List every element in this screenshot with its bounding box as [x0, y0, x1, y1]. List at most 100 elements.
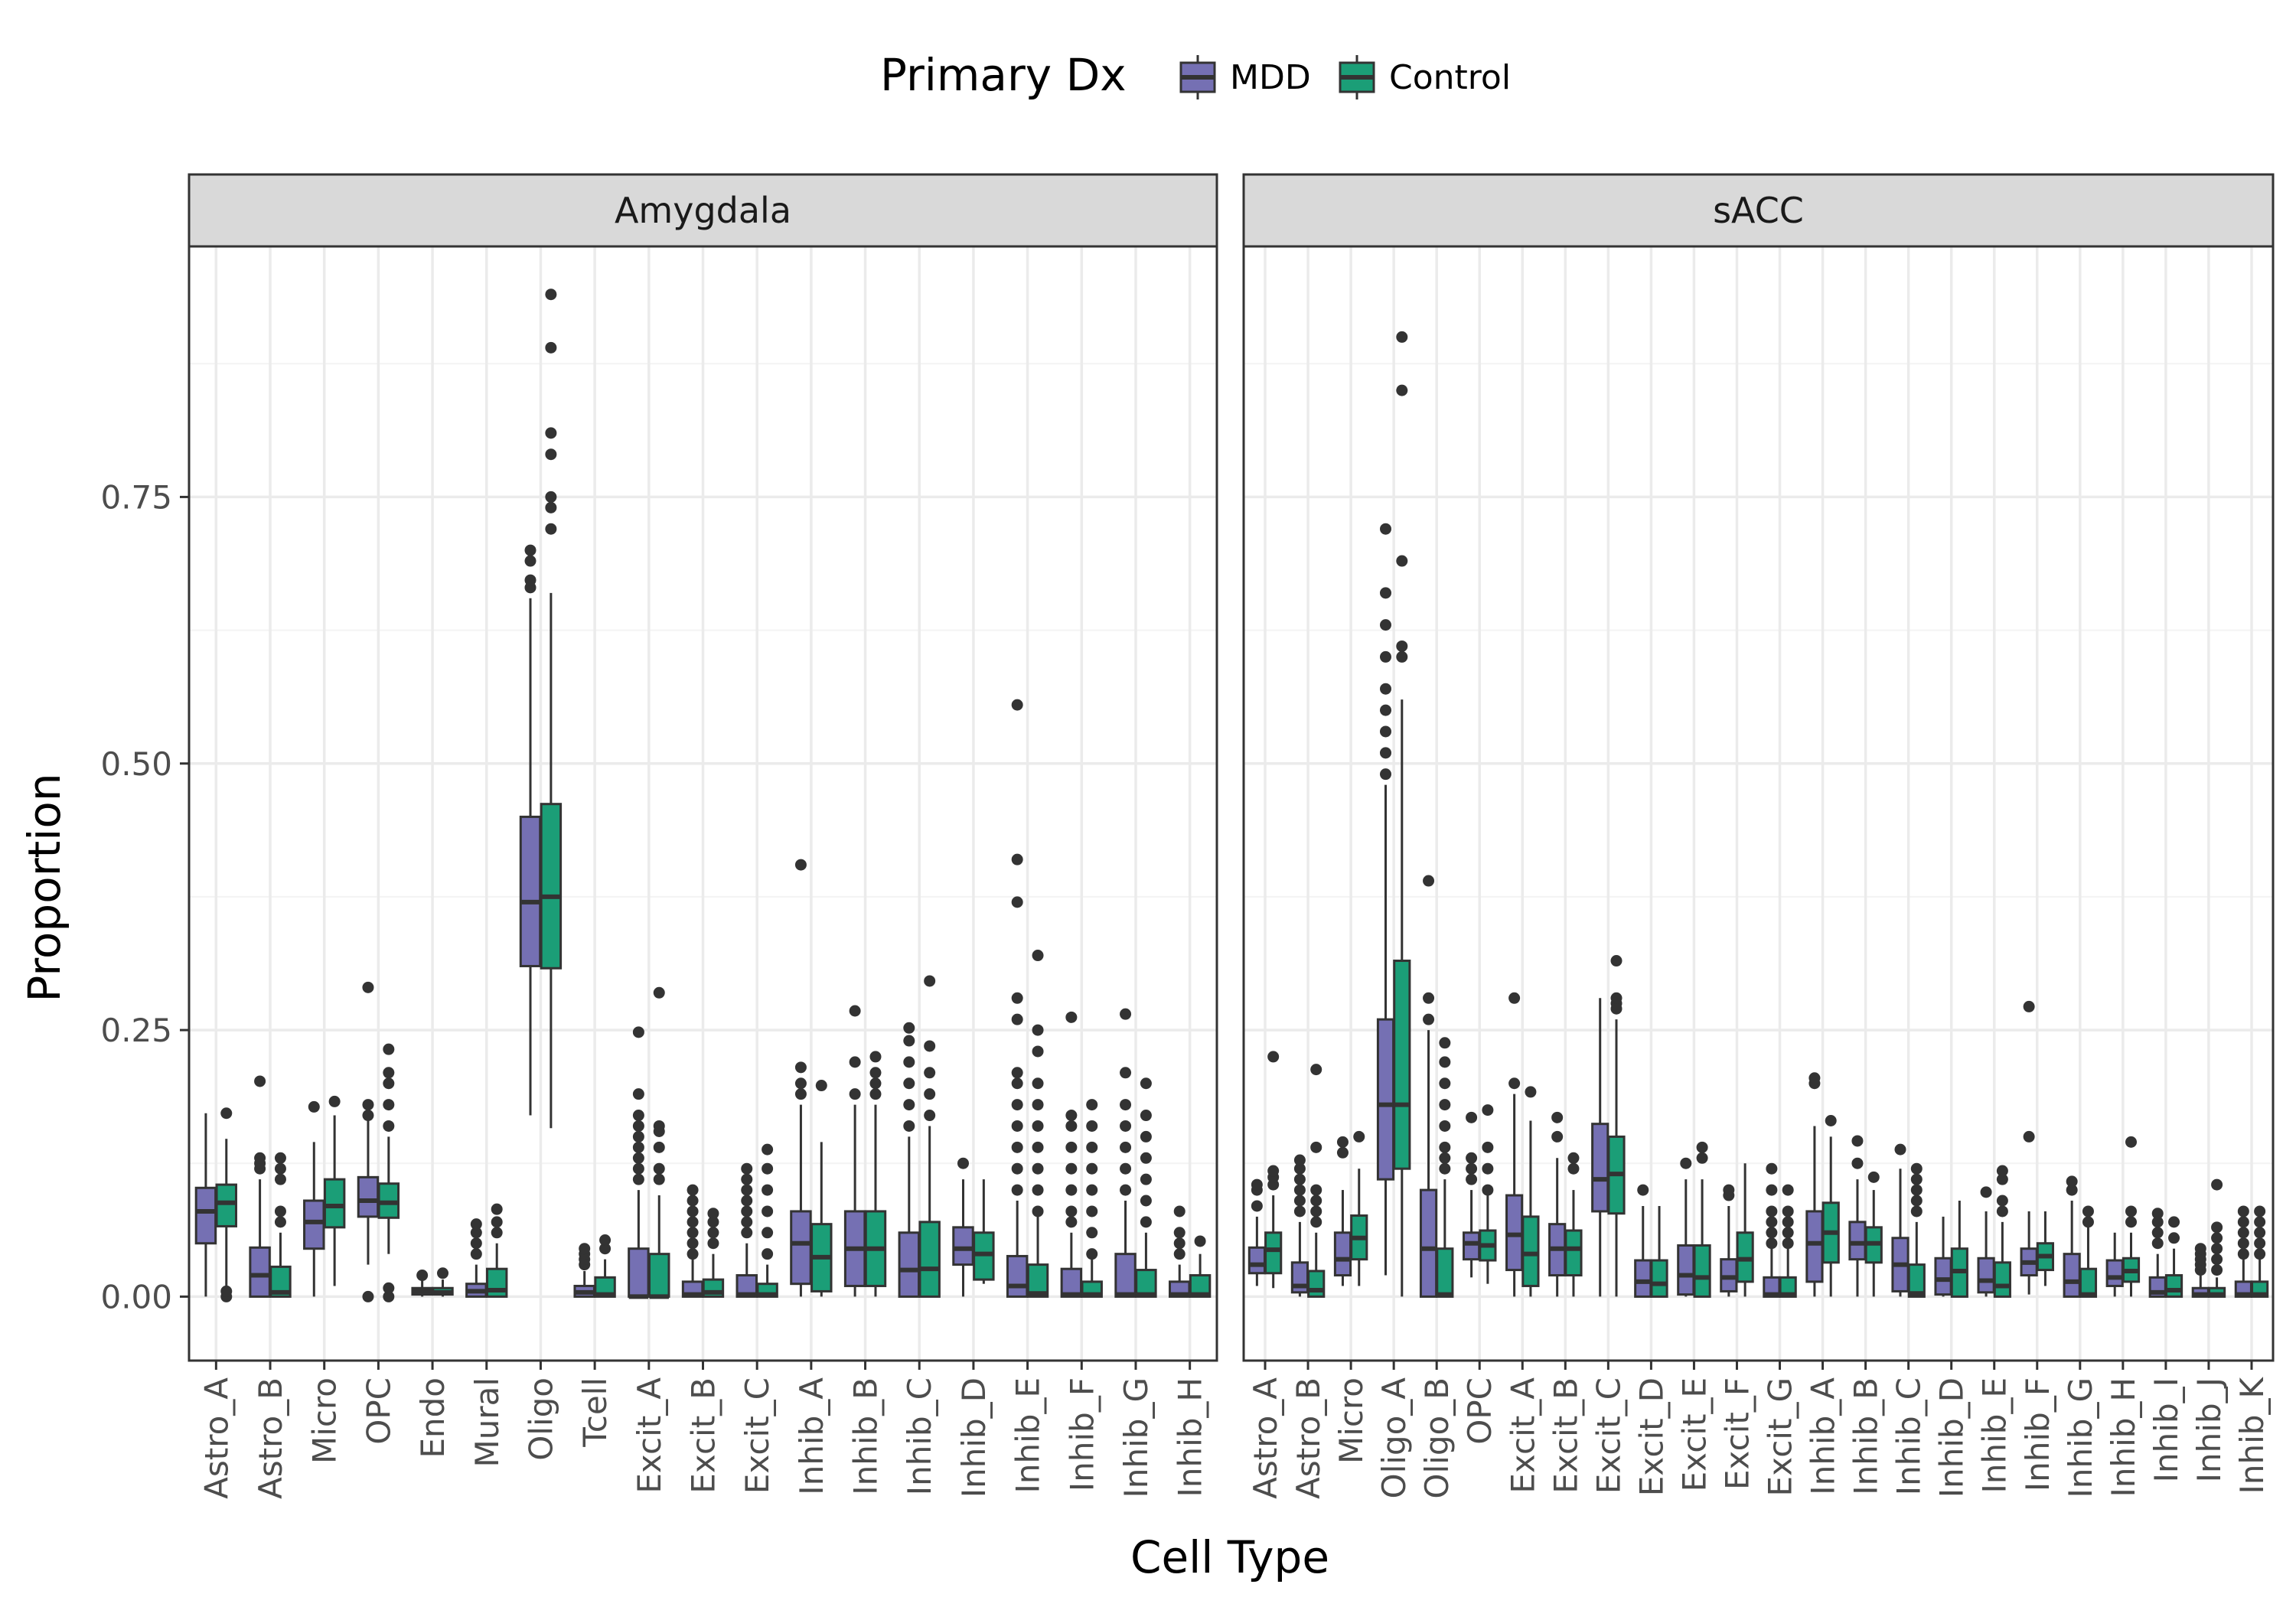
- box-opc-control: [377, 1043, 400, 1302]
- outlier-point: [1723, 1184, 1735, 1196]
- outlier-point: [1120, 1184, 1132, 1196]
- box-body: [519, 815, 542, 967]
- outlier-point: [362, 1290, 374, 1302]
- outlier-point: [1065, 1184, 1078, 1196]
- x-tick-label: Inhib_D: [1933, 1377, 1971, 1498]
- outlier-point: [1551, 1130, 1564, 1143]
- outlier-point: [545, 448, 557, 461]
- outlier-point: [1996, 1165, 2008, 1177]
- outlier-point: [1032, 1141, 1044, 1153]
- outlier-point: [1379, 523, 1391, 535]
- outlier-point: [1439, 1056, 1451, 1068]
- x-tick-label: Excit_B: [1547, 1377, 1584, 1494]
- outlier-point: [1173, 1227, 1186, 1239]
- outlier-point: [524, 574, 536, 586]
- outlier-point: [762, 1248, 774, 1260]
- box-body: [1393, 960, 1411, 1170]
- outlier-point: [762, 1184, 774, 1196]
- outlier-point: [545, 341, 557, 354]
- x-tick-label: Excit_A: [631, 1377, 668, 1494]
- outlier-point: [794, 1077, 807, 1090]
- box-inhib_k-control: [2251, 1205, 2269, 1298]
- outlier-point: [1980, 1186, 1992, 1198]
- outlier-point: [1120, 1008, 1132, 1020]
- legend-entries: MDD Control: [1179, 55, 1511, 99]
- outlier-point: [903, 1035, 915, 1047]
- outlier-point: [1173, 1237, 1186, 1250]
- x-tick-label: Inhib_K: [2233, 1377, 2271, 1495]
- x-tick-label: OPC: [1461, 1377, 1499, 1445]
- outlier-point: [383, 1120, 395, 1132]
- outlier-point: [1140, 1077, 1152, 1090]
- outlier-point: [1310, 1141, 1322, 1153]
- outlier-point: [2254, 1237, 2266, 1250]
- outlier-point: [1996, 1205, 2008, 1217]
- box-body: [1462, 1231, 1481, 1261]
- outlier-point: [1439, 1037, 1451, 1049]
- legend: Primary Dx MDD Control: [880, 49, 1511, 101]
- outlier-point: [1766, 1205, 1778, 1217]
- x-tick-label: Micro: [306, 1377, 344, 1464]
- outlier-point: [2082, 1216, 2094, 1228]
- outlier-point: [1423, 1013, 1435, 1025]
- x-tick-label: Inhib_D: [955, 1377, 993, 1498]
- outlier-point: [545, 491, 557, 503]
- outlier-point: [1610, 992, 1623, 1004]
- outlier-point: [2211, 1264, 2223, 1276]
- box-inhib_g-control: [1135, 1077, 1157, 1298]
- x-tick-label: Inhib_G: [1117, 1377, 1155, 1498]
- box-excit_d-control: [1650, 1205, 1668, 1298]
- outlier-point: [1310, 1205, 1322, 1217]
- x-tick-label: Excit_E: [1675, 1377, 1713, 1491]
- outlier-point: [1396, 331, 1408, 343]
- y-axis-title: Proportion: [18, 773, 70, 1002]
- outlier-point: [491, 1203, 503, 1215]
- outlier-point: [1379, 747, 1391, 759]
- outlier-point: [2211, 1232, 2223, 1244]
- outlier-point: [632, 1141, 644, 1153]
- x-tick-label: Tcell: [576, 1377, 614, 1448]
- outlier-point: [1696, 1152, 1708, 1164]
- outlier-point: [1423, 992, 1435, 1004]
- legend-title: Primary Dx: [880, 49, 1127, 101]
- outlier-point: [545, 501, 557, 513]
- box-inhib_g-mdd: [2063, 1175, 2081, 1298]
- box-body: [2105, 1259, 2124, 1287]
- outlier-point: [1336, 1136, 1349, 1148]
- box-mural-control: [485, 1203, 508, 1298]
- box-inhib_f-control: [2036, 1211, 2055, 1286]
- box-inhib_b-mdd: [1848, 1135, 1867, 1297]
- outlier-point: [1439, 1152, 1451, 1164]
- box-inhib_c-control: [1907, 1162, 1926, 1298]
- outlier-point: [924, 1110, 936, 1122]
- outlier-point: [1086, 1162, 1098, 1175]
- outlier-point: [491, 1227, 503, 1239]
- box-astro_b-mdd: [249, 1075, 271, 1298]
- outlier-point: [274, 1173, 286, 1185]
- x-tick-label: Astro_B: [252, 1377, 289, 1499]
- legend-label: Control: [1389, 58, 1511, 97]
- outlier-point: [274, 1216, 286, 1228]
- outlier-point: [1120, 1099, 1132, 1111]
- box-micro-control: [323, 1095, 346, 1286]
- outlier-point: [1065, 1141, 1078, 1153]
- outlier-point: [1353, 1130, 1365, 1143]
- outlier-point: [1011, 1067, 1023, 1079]
- box-excit_f-control: [1736, 1163, 1754, 1297]
- outlier-point: [1439, 1099, 1451, 1111]
- outlier-point: [815, 1080, 827, 1092]
- legend-entry-control: Control: [1339, 55, 1511, 99]
- outlier-point: [1293, 1184, 1306, 1196]
- outlier-point: [707, 1227, 719, 1239]
- outlier-point: [254, 1152, 266, 1164]
- x-tick-label: Excit_C: [1590, 1377, 1627, 1494]
- outlier-point: [1065, 1216, 1078, 1228]
- x-tick-label: Inhib_H: [1172, 1377, 1209, 1498]
- outlier-point: [1011, 1077, 1023, 1090]
- outlier-point: [2237, 1248, 2249, 1260]
- outlier-point: [1482, 1141, 1494, 1153]
- outlier-point: [1466, 1111, 1478, 1123]
- outlier-point: [1173, 1248, 1186, 1260]
- outlier-point: [632, 1110, 644, 1122]
